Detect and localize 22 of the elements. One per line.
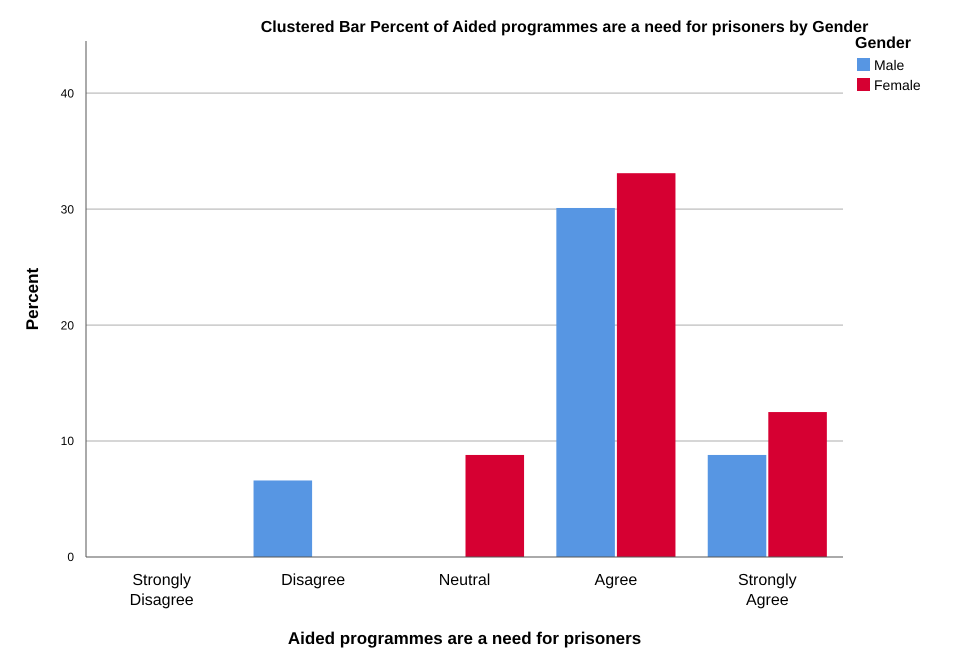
legend-label: Male bbox=[874, 57, 905, 73]
bar bbox=[616, 173, 676, 557]
x-axis-title: Aided programmes are a need for prisoners bbox=[288, 629, 642, 648]
y-tick-label: 20 bbox=[60, 318, 74, 332]
legend-title: Gender bbox=[855, 35, 912, 52]
y-tick-label: 10 bbox=[60, 434, 74, 448]
chart-title: Clustered Bar Percent of Aided programmes are a need for prisoners by Gender bbox=[260, 19, 868, 36]
bar bbox=[254, 480, 312, 557]
x-tick-label: Strongly Agree bbox=[738, 572, 797, 609]
bar bbox=[768, 412, 827, 557]
bar bbox=[708, 454, 766, 557]
y-axis-title: Percent bbox=[23, 267, 42, 330]
x-tick-label: Neutral bbox=[438, 572, 490, 589]
y-tick-label: 0 bbox=[67, 550, 74, 564]
y-tick-label: 40 bbox=[60, 86, 74, 100]
x-tick-label: Agree bbox=[594, 572, 638, 589]
bar bbox=[466, 454, 524, 557]
bar bbox=[556, 208, 615, 557]
x-tick-label: Disagree bbox=[281, 572, 346, 589]
y-tick-label: 30 bbox=[60, 202, 74, 216]
legend-label: Female bbox=[874, 77, 921, 93]
x-tick-label: Strongly Disagree bbox=[130, 572, 194, 609]
